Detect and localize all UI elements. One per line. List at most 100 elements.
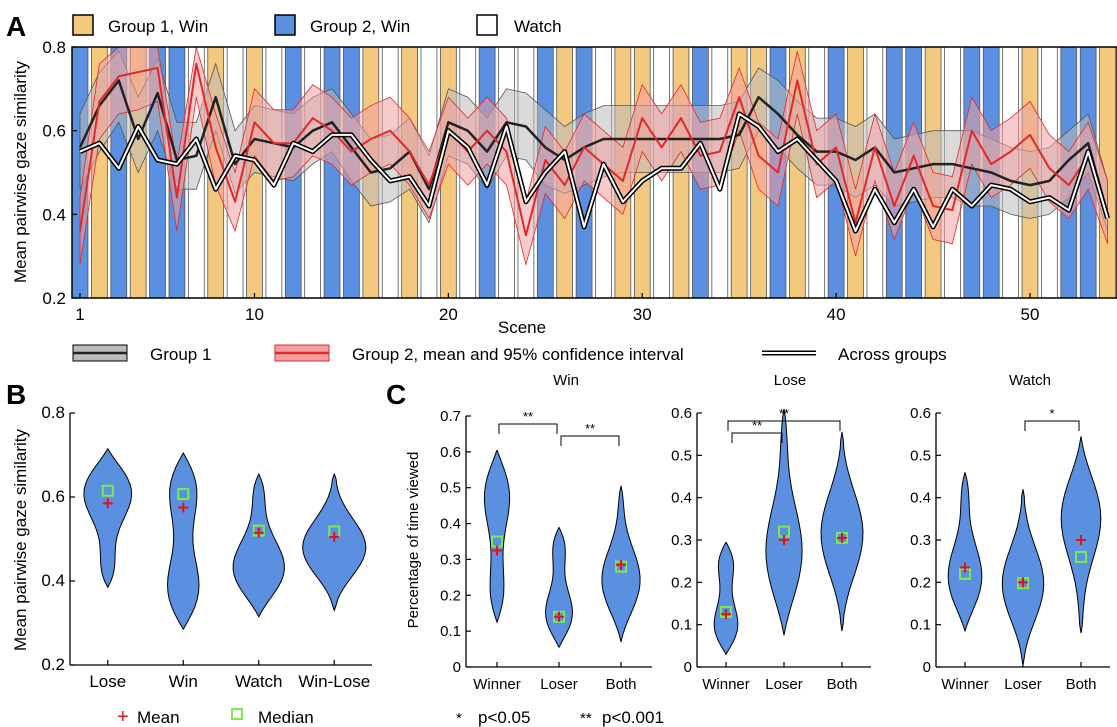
significance-label: * [1049, 406, 1054, 421]
category-label: Winner [473, 676, 521, 693]
panel-c-y-axis-label: Percentage of time viewed [405, 452, 422, 629]
y-tick-label: 0.2 [671, 574, 692, 591]
mean-marker [554, 611, 564, 622]
y-tick-label: 0.4 [440, 516, 461, 533]
legend-label-group2: Group 2, mean and 95% confidence interva… [352, 345, 684, 364]
category-label: Winner [941, 676, 989, 693]
violin-both [1060, 436, 1102, 634]
legend-median-swatch [231, 708, 243, 720]
mean-marker [492, 545, 502, 556]
y-tick-label: 0.4 [41, 571, 65, 590]
y-tick-label: 0.2 [910, 574, 931, 591]
legend-sig2-symbol: ** [580, 710, 592, 727]
y-tick-label: 0.1 [671, 617, 692, 634]
y-tick-label: 0.7 [440, 408, 461, 425]
violin-loser [544, 526, 574, 649]
significance-bracket [731, 432, 783, 443]
significance-label: ** [523, 409, 533, 424]
across-groups-line [79, 112, 1109, 233]
y-tick-label: 0.4 [42, 205, 66, 224]
y-tick-label: 0.5 [910, 447, 931, 464]
scene-bar [323, 46, 341, 299]
mean-marker [779, 535, 789, 545]
legend-sig1-label: p<0.05 [478, 708, 530, 727]
violin-lose [83, 448, 133, 589]
legend-top: Group 1, Win Group 2, Win Watch [72, 14, 562, 36]
violin-win [166, 452, 200, 631]
significance-bracket [1024, 420, 1080, 431]
y-tick-label: 0 [684, 659, 692, 676]
y-tick-label: 0.6 [671, 405, 692, 422]
legend-label-group1: Group 1 [150, 345, 211, 364]
panel-a-y-axis-label: Mean pairwise gaze similarity [11, 60, 30, 283]
significance-bracket [498, 423, 558, 434]
y-tick-label: 0.6 [42, 122, 66, 141]
mean-marker [837, 532, 847, 543]
y-tick-label: 0.3 [671, 532, 692, 549]
category-label: Both [1066, 676, 1097, 693]
x-tick-label: 40 [827, 305, 846, 324]
category-label: Both [827, 676, 858, 693]
legend-label-watch: Watch [514, 17, 562, 36]
y-tick-label: 0.4 [671, 490, 692, 507]
category-label: Winner [702, 676, 750, 693]
group2-mean-line [79, 62, 1109, 237]
violin-watch [232, 473, 285, 618]
median-marker [101, 484, 114, 497]
subplot-title: Win [553, 372, 579, 389]
panel-c-subplot-win: Win 0 0.1 0.2 0.3 0.4 0.5 0.6 0.7 Winner Loser Both… [440, 372, 652, 693]
panel-label-b: B [6, 379, 26, 410]
legend-markers: + Mean Median * p<0.05 ** p<0.001 [117, 706, 664, 727]
legend-swatch-group2-win [274, 14, 296, 36]
significance-label: ** [752, 418, 762, 433]
legend-sig2-label: p<0.001 [602, 708, 664, 727]
violin-winner [947, 472, 983, 633]
median-marker [177, 488, 190, 501]
legend-series: Group 1 Group 2, mean and 95% confidence… [72, 344, 947, 364]
mean-marker [721, 609, 731, 620]
y-tick-label: 0.1 [440, 623, 461, 640]
category-label: Lose [89, 672, 126, 691]
y-tick-label: 0.6 [41, 487, 65, 506]
mean-marker [178, 502, 189, 513]
mean-marker [1018, 577, 1028, 588]
subplot-title: Lose [774, 372, 807, 389]
panel-c-subplot-lose: Lose 0 0.1 0.2 0.3 0.4 0.5 0.6 Winner Loser Both **… [671, 372, 871, 693]
panel-label-a: A [6, 11, 26, 42]
x-tick-label: 10 [245, 305, 264, 324]
mean-marker [1076, 535, 1086, 545]
panel-label-c: C [386, 379, 406, 410]
panel-b-y-axis-label: Mean pairwise gaze similarity [11, 428, 30, 651]
legend-median-label: Median [258, 708, 314, 727]
legend-sig1-symbol: * [456, 710, 462, 727]
y-tick-label: 0.6 [910, 405, 931, 422]
x-tick-label: 20 [439, 305, 458, 324]
x-tick-label: 30 [633, 305, 652, 324]
y-tick-label: 0 [923, 659, 931, 676]
category-label: Both [606, 676, 637, 693]
y-tick-label: 0 [453, 659, 461, 676]
violin-loser [765, 408, 803, 636]
category-label: Loser [540, 676, 578, 693]
category-label: Watch [235, 672, 283, 691]
x-tick-label: 50 [1021, 305, 1040, 324]
significance-label: ** [779, 406, 789, 421]
panel-a-ticks: 1 10 20 30 40 50 0.2 0.4 0.6 0.8 [42, 38, 1039, 324]
legend-swatch-group1-win [72, 14, 94, 36]
y-tick-label: 0.1 [910, 617, 931, 634]
panel-a-line-chart: 1 10 20 30 40 50 0.2 0.4 0.6 0.8 Scene Mean pairw… [11, 38, 1117, 337]
mean-marker [253, 527, 264, 538]
panel-a-x-axis-label: Scene [498, 318, 546, 337]
panel-a-axes-frame [71, 46, 1117, 299]
category-label: Loser [1004, 676, 1042, 693]
median-marker [1075, 550, 1087, 563]
significance-label: ** [585, 421, 595, 436]
y-tick-label: 0.4 [910, 490, 931, 507]
panel-b-violin-chart: Mean pairwise gaze similarity 0.2 0.4 0.6 0… [11, 403, 372, 691]
y-tick-label: 0.8 [42, 38, 66, 57]
category-label: Loser [765, 676, 803, 693]
violin-both [820, 431, 864, 632]
legend-mean-label: Mean [137, 708, 180, 727]
mean-marker [329, 531, 340, 542]
